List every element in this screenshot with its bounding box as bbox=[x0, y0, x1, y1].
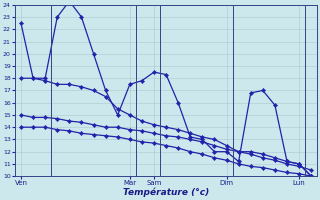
X-axis label: Température (°c): Température (°c) bbox=[123, 188, 209, 197]
